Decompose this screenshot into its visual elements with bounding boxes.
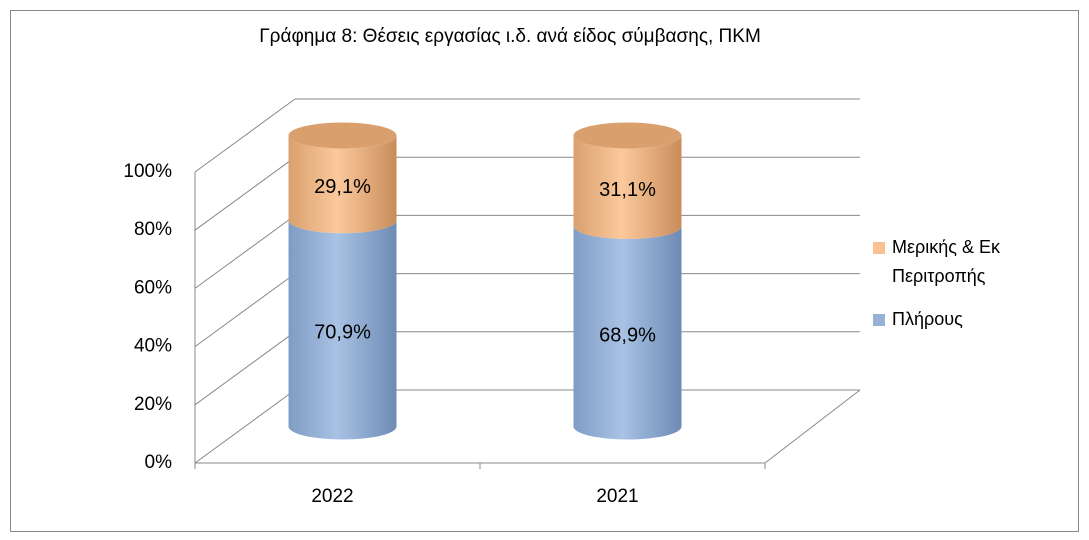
- grid-line: [194, 273, 296, 348]
- y-tick-label: 80%: [134, 219, 172, 240]
- chart-title: Γράφημα 8: Θέσεις εργασίας ι.δ. ανά είδο…: [259, 26, 761, 47]
- bar-cap: [288, 122, 397, 149]
- grid-line: [194, 331, 296, 406]
- grid-line: [194, 98, 296, 173]
- grid-line: [194, 156, 296, 231]
- bar-segment: [288, 220, 397, 440]
- value-label: 70,9%: [314, 322, 371, 344]
- grid-line: [194, 214, 296, 289]
- legend-item: Μερικής & Εκ Περιτροπής: [873, 233, 1063, 291]
- legend-swatch: [873, 314, 885, 326]
- value-label: 31,1%: [599, 179, 656, 201]
- legend-label: Πλήρους: [892, 309, 963, 329]
- value-label: 68,9%: [599, 325, 656, 347]
- bar-segment: [573, 226, 682, 440]
- legend-item: Πλήρους: [873, 305, 1063, 334]
- bar-segment: [288, 135, 397, 234]
- bar-segment: [573, 135, 682, 240]
- x-tick-label: 2022: [311, 486, 353, 507]
- legend-label: Μερικής & Εκ Περιτροπής: [892, 237, 1000, 286]
- y-tick-label: 20%: [134, 394, 172, 415]
- bar-cap: [573, 122, 682, 149]
- grid-line: [194, 389, 296, 464]
- y-tick-label: 60%: [134, 277, 172, 298]
- y-tick-label: 100%: [123, 161, 172, 182]
- floor-side: [764, 389, 861, 464]
- y-tick-label: 0%: [145, 452, 173, 473]
- value-label: 29,1%: [314, 176, 371, 198]
- y-tick-label: 40%: [134, 336, 172, 357]
- frame: [10, 10, 1079, 532]
- legend-swatch: [873, 242, 885, 254]
- x-tick-label: 2021: [596, 486, 638, 507]
